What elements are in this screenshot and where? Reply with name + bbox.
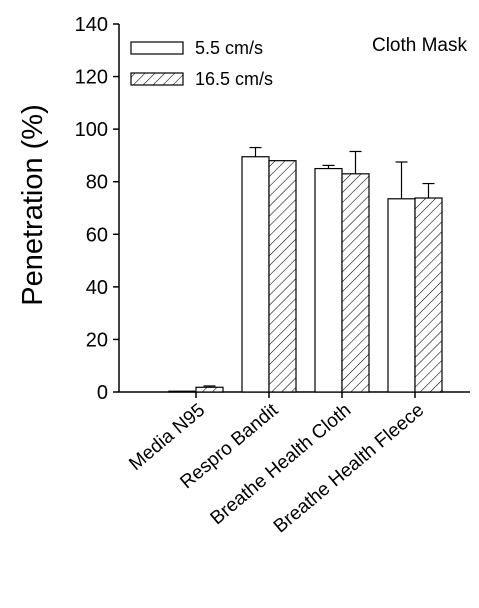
bars (168, 146, 443, 393)
bar (195, 386, 224, 393)
y-tick-label: 40 (86, 277, 108, 299)
y-tick-label: 120 (75, 67, 108, 89)
y-tick-label: 80 (86, 172, 108, 194)
legend: 5.5 cm/s 16.5 cm/s (130, 38, 273, 89)
y-tick-label: 140 (75, 14, 108, 36)
legend-label: 5.5 cm/s (195, 38, 263, 58)
y-tick-label: 0 (97, 382, 108, 404)
bar (314, 167, 343, 393)
y-axis-label: Penetration (%) (17, 104, 49, 306)
legend-label: 16.5 cm/s (195, 69, 273, 89)
bar (268, 160, 297, 393)
chart-annotation: Cloth Mask (372, 35, 468, 56)
bar (168, 390, 197, 393)
x-tick-label: Breathe Health Cloth (207, 400, 356, 529)
y-tick-label: 60 (86, 224, 108, 246)
bar (414, 197, 443, 393)
bar (241, 156, 270, 393)
y-tick-label: 100 (75, 119, 108, 141)
y-tick-label: 20 (86, 329, 108, 351)
bar (387, 198, 416, 393)
legend-swatch (130, 72, 184, 86)
legend-swatch (130, 41, 184, 55)
bar (341, 173, 370, 393)
